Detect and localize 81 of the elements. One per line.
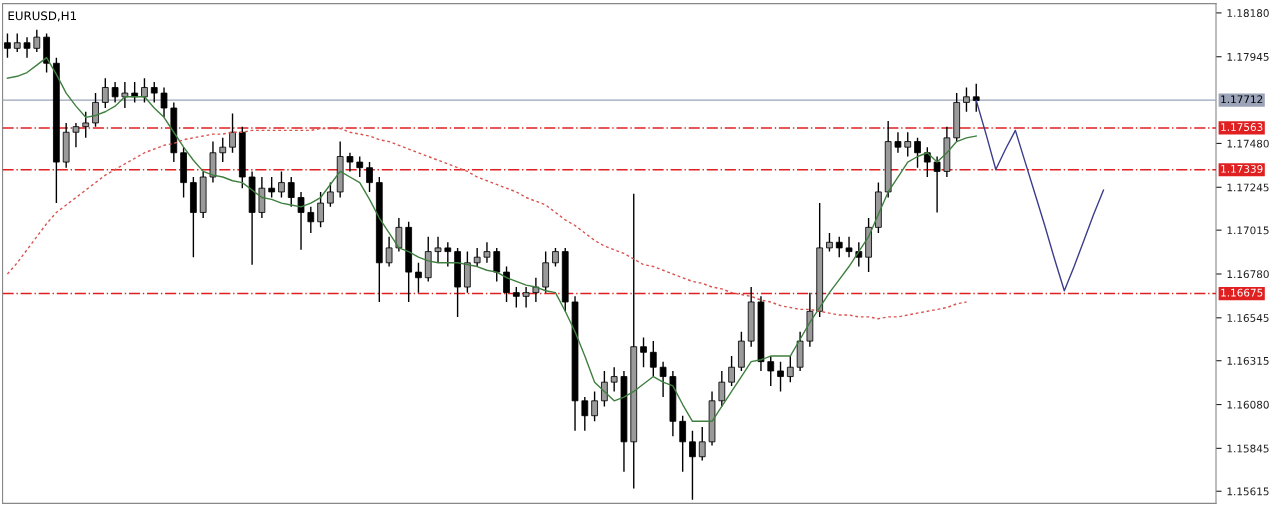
candlestick [777, 360, 784, 393]
candlestick [718, 370, 726, 408]
candlestick [826, 232, 833, 253]
candlestick [23, 36, 31, 59]
candlestick [679, 415, 687, 473]
y-tick-label: 1.16315 [1227, 356, 1269, 365]
candlestick [141, 77, 148, 104]
candlestick [689, 429, 696, 501]
line-series [6, 127, 968, 320]
candlestick [317, 191, 324, 229]
candlestick [728, 355, 735, 387]
ref-line-label: 1.17563 [1221, 123, 1263, 131]
candlestick [914, 137, 921, 169]
candlestick [532, 277, 540, 303]
candlestick [923, 146, 931, 178]
candlestick [92, 92, 99, 128]
ref-line-label: 1.17339 [1221, 164, 1263, 173]
candlestick [503, 265, 510, 303]
candlestick [101, 77, 109, 109]
candlestick [33, 28, 41, 53]
candlestick [904, 131, 912, 158]
candlestick [385, 235, 393, 268]
ref-line-label: 1.17712 [1221, 95, 1263, 104]
candlestick [933, 155, 941, 214]
y-tick-label: 1.17245 [1227, 183, 1269, 192]
candlestick [434, 235, 442, 264]
candlestick [219, 137, 227, 163]
y-tick-label: 1.17480 [1227, 139, 1269, 148]
y-tick-label: 1.15845 [1227, 444, 1269, 453]
candlestick [415, 262, 422, 294]
candlestick [366, 161, 373, 193]
candlestick [591, 390, 598, 423]
candlestick [356, 155, 364, 178]
candlestick [160, 86, 168, 119]
candlestick [395, 217, 403, 253]
candlestick [287, 176, 295, 208]
candlestick [552, 247, 559, 268]
line-series [6, 56, 977, 423]
candlestick [963, 86, 970, 113]
candlestick [522, 286, 530, 309]
candlestick [601, 370, 608, 408]
candlestick [307, 206, 315, 234]
y-tick-label: 1.17945 [1227, 52, 1269, 61]
candlestick [786, 355, 794, 383]
text: EURUSD,H1 [8, 11, 76, 22]
y-tick-label: 1.18180 [1227, 9, 1269, 17]
candlestick [150, 81, 158, 104]
candlestick [972, 83, 980, 113]
candlestick [835, 235, 843, 258]
candlestick [121, 81, 129, 109]
candlestick [444, 241, 452, 268]
y-tick-label: 1.16545 [1227, 314, 1269, 322]
candlestick [13, 32, 21, 53]
candlestick [278, 170, 285, 199]
candlestick [512, 286, 520, 309]
candlestick [4, 32, 11, 59]
y-tick-label: 1.16780 [1227, 270, 1269, 279]
candlestick [659, 360, 667, 398]
candlestick [229, 112, 236, 154]
candlestick [493, 247, 501, 283]
y-tick-label: 1.15615 [1227, 487, 1269, 496]
candlestick [297, 191, 305, 251]
y-tick-label: 1.17015 [1227, 226, 1269, 235]
candlestick [82, 111, 90, 139]
y-tick-label: 1.16080 [1227, 400, 1269, 409]
candlestick [473, 247, 481, 268]
candlestick [581, 396, 589, 432]
candlestick [767, 355, 775, 387]
ref-line-label: 1.16675 [1221, 288, 1263, 297]
candlestick [483, 241, 491, 264]
candlestick [649, 340, 657, 378]
candlestick [855, 241, 863, 268]
candlestick [268, 176, 276, 199]
candlestick [610, 366, 618, 393]
candlestick [111, 81, 119, 104]
candlestick [894, 131, 902, 154]
candlestick [346, 152, 354, 173]
candlestick [640, 336, 647, 368]
candlestick [72, 122, 80, 148]
candlestick [845, 235, 853, 258]
candlestick [698, 426, 706, 462]
